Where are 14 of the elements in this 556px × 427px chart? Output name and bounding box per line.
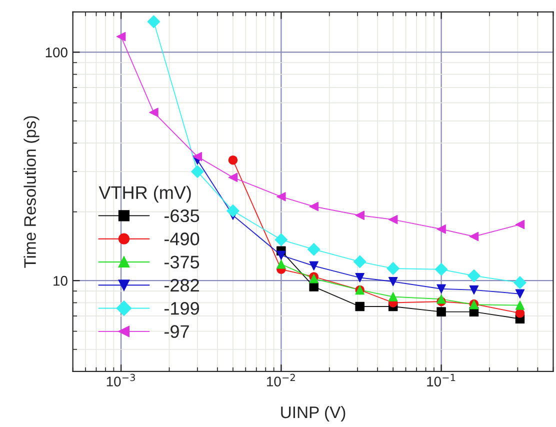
legend-label: -282 [164,278,199,292]
legend-label: -97 [164,325,189,338]
x-tick-label: 10$^{−1}$ [427,374,456,386]
legend-title: VTHR (mV) [98,186,191,203]
legend-label: -375 [164,256,200,268]
legend-label: -490 [164,232,200,246]
x-axis-title: UINP (V) [281,406,346,422]
y-axis-title: Time Resolution (ps) [24,116,40,268]
legend-label: -199 [164,302,199,315]
y-tick-label: 100 [46,48,68,58]
y-tick-label: 10 [54,276,68,286]
x-tick-label: 10$^{−2}$ [267,374,295,386]
legend-label: -635 [164,209,200,222]
x-tick-label: 10$^{−3}$ [106,374,135,386]
